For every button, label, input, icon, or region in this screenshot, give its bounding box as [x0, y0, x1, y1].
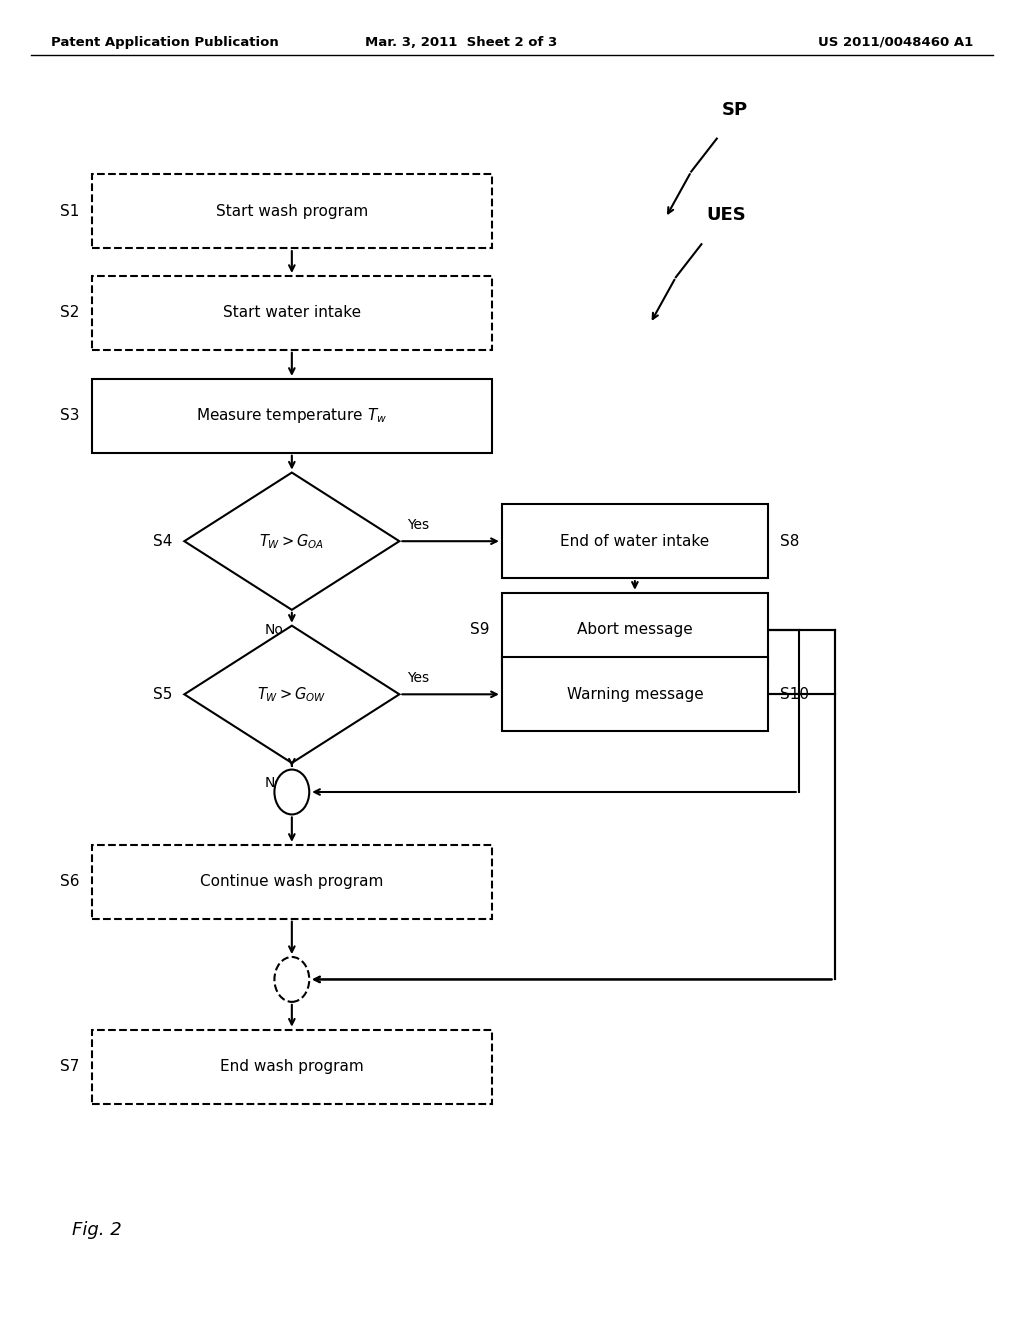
FancyBboxPatch shape	[502, 593, 768, 667]
Text: $T_W > G_{OW}$: $T_W > G_{OW}$	[257, 685, 327, 704]
Text: End of water intake: End of water intake	[560, 533, 710, 549]
Text: S2: S2	[60, 305, 80, 321]
FancyBboxPatch shape	[502, 504, 768, 578]
Text: Mar. 3, 2011  Sheet 2 of 3: Mar. 3, 2011 Sheet 2 of 3	[365, 36, 557, 49]
Text: S10: S10	[780, 686, 809, 702]
FancyBboxPatch shape	[502, 657, 768, 731]
FancyBboxPatch shape	[92, 174, 492, 248]
Text: No: No	[265, 776, 284, 791]
Text: No: No	[265, 623, 284, 638]
Text: S4: S4	[153, 533, 172, 549]
Text: S6: S6	[60, 874, 80, 890]
Text: SP: SP	[722, 100, 749, 119]
Circle shape	[274, 770, 309, 814]
Text: End wash program: End wash program	[220, 1059, 364, 1074]
Text: UES: UES	[707, 206, 746, 224]
Text: Yes: Yes	[408, 517, 430, 532]
Text: $T_W > G_{OA}$: $T_W > G_{OA}$	[259, 532, 325, 550]
FancyBboxPatch shape	[92, 379, 492, 453]
Text: S3: S3	[60, 408, 80, 424]
Text: Start water intake: Start water intake	[223, 305, 360, 321]
Text: US 2011/0048460 A1: US 2011/0048460 A1	[817, 36, 973, 49]
Text: Abort message: Abort message	[577, 622, 693, 638]
Circle shape	[274, 957, 309, 1002]
Polygon shape	[184, 626, 399, 763]
Text: Measure temperature $T_w$: Measure temperature $T_w$	[197, 407, 387, 425]
FancyBboxPatch shape	[92, 1030, 492, 1104]
Text: S1: S1	[60, 203, 80, 219]
Text: Warning message: Warning message	[566, 686, 703, 702]
Text: S9: S9	[470, 622, 489, 638]
Text: S7: S7	[60, 1059, 80, 1074]
Text: S8: S8	[780, 533, 800, 549]
FancyBboxPatch shape	[92, 845, 492, 919]
Polygon shape	[184, 473, 399, 610]
Text: Yes: Yes	[408, 671, 430, 685]
Text: Fig. 2: Fig. 2	[72, 1221, 122, 1239]
Text: S5: S5	[153, 686, 172, 702]
Text: Start wash program: Start wash program	[216, 203, 368, 219]
Text: Continue wash program: Continue wash program	[200, 874, 384, 890]
Text: Patent Application Publication: Patent Application Publication	[51, 36, 279, 49]
FancyBboxPatch shape	[92, 276, 492, 350]
